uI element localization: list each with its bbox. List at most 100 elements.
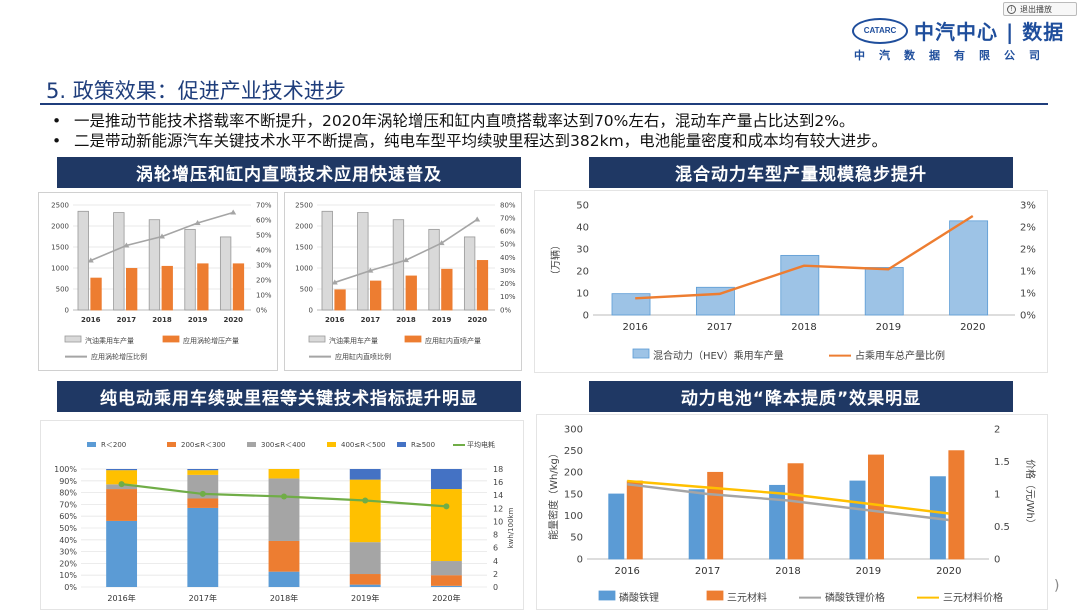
y-tick-label: 0: [65, 306, 69, 314]
y2-tick-label: 6: [493, 544, 498, 553]
bar-混合动力（HEV）乘用车产量: [864, 267, 904, 316]
company-logo: CATARC 中汽中心 | 数据 中汽数据有限公司: [852, 14, 1065, 62]
x-tick-label: 2020年: [432, 593, 460, 603]
y-tick-label: 20: [576, 266, 589, 277]
stacked-bar-200≤R＜300: [187, 498, 219, 508]
y-tick-label: 50: [576, 200, 589, 211]
y-tick-label: 0: [577, 554, 583, 565]
bar-应用缸内直喷产量: [441, 268, 453, 311]
stacked-bar-R＜200: [268, 571, 300, 587]
y2-tick-label: 40%: [500, 254, 516, 262]
y2-axis-label: 价格（元/Wh）: [1024, 459, 1037, 529]
stacked-bar-400≤R＜500: [106, 470, 138, 485]
legend-label: 磷酸铁锂: [619, 591, 659, 604]
stacked-bar-R＜200: [430, 585, 462, 587]
line-point: [194, 220, 201, 225]
legend-label: 磷酸铁锂价格: [825, 591, 885, 604]
x-tick-label: 2020: [467, 316, 487, 324]
hybrid-chart-box: 0 10 20 30 40 50 0% 1% 1% 2% 2% 3% 2016 2017 2018 2019 2…: [534, 190, 1048, 373]
legend-label: 应用涡轮增压产量: [183, 336, 239, 345]
y-tick-label: 20%: [59, 559, 77, 568]
bar-应用涡轮增压产量: [90, 277, 102, 311]
y2-tick-label: 12: [493, 504, 503, 513]
legend-label: R＜200: [101, 441, 126, 449]
legend-label: 300≤R＜400: [261, 441, 305, 449]
x-tick-label: 2019年: [351, 593, 379, 603]
y-tick-label: 0: [583, 310, 589, 321]
bullet-item: 一是推动节能技术搭载率不断提升，2020年涡轮增压和缸内直喷搭载率达到70%左右…: [52, 111, 887, 131]
stacked-bar-400≤R＜500: [268, 469, 300, 479]
stacked-bar-R≥500: [106, 469, 138, 471]
y-tick-label: 250: [564, 446, 583, 457]
y-tick-label: 1000: [295, 264, 313, 272]
stacked-bar-R＜200: [187, 507, 219, 587]
bar-三元材料: [948, 450, 965, 560]
y2-tick-label: 70%: [256, 201, 272, 209]
title-divider: [40, 103, 1048, 105]
info-icon: !: [1007, 4, 1016, 14]
bar-三元材料: [626, 480, 643, 560]
series-line-磷酸铁锂价格: [627, 483, 949, 522]
y-tick-label: 100%: [54, 465, 77, 474]
x-tick-label: 2016: [81, 316, 101, 324]
legend-swatch: [404, 335, 422, 343]
y-tick-label: 30: [576, 244, 589, 255]
line-point: [438, 240, 445, 246]
x-tick-label: 2017年: [189, 593, 217, 603]
legend-swatch: [247, 442, 256, 447]
bar-汽油乘用车产量: [392, 219, 405, 311]
logo-main-text: 中汽中心 | 数据: [914, 20, 1065, 44]
y2-tick-label: 1%: [1020, 266, 1036, 277]
bar-磷酸铁锂: [769, 484, 786, 560]
y-tick-label: 300: [564, 424, 583, 435]
line-point: [331, 279, 338, 285]
battery-chart-box: 0 50 100 150 200 250 300 0 0.5 1 1.5 2 2016 2017 2018 2…: [536, 414, 1048, 610]
line-point: [199, 490, 206, 497]
legend-swatch: [87, 442, 96, 447]
legend-label: 应用缸内直喷比例: [335, 352, 391, 361]
bar-混合动力（HEV）乘用车产量: [780, 254, 820, 316]
stacked-bar-300≤R＜400: [268, 478, 300, 541]
battery-chart: 0 50 100 150 200 250 300 0 0.5 1 1.5 2 2016 2017 2018 2…: [547, 424, 1037, 604]
y-tick-label: 0%: [64, 583, 77, 592]
y2-tick-label: 2: [994, 424, 1000, 435]
gdi-chart-box: 0 500 1000 1500 2000 2500 0% 10% 20% 30% 40% 50% 60%…: [284, 192, 522, 371]
y-tick-label: 10%: [59, 571, 77, 580]
bar-汽油乘用车产量: [321, 210, 333, 311]
stacked-bar-400≤R＜500: [349, 479, 381, 543]
decorative-bracket: ): [1054, 578, 1060, 594]
y2-tick-label: 10%: [256, 291, 272, 299]
x-tick-label: 2019: [432, 316, 452, 324]
exit-playback-button[interactable]: ! 退出播放: [1003, 2, 1077, 16]
y-tick-label: 40: [576, 222, 589, 233]
y2-tick-label: 2%: [1020, 222, 1036, 233]
bar-应用缸内直喷产量: [476, 260, 489, 311]
y2-tick-label: 3%: [1020, 200, 1036, 211]
bev-chart-box: 0% 10% 20% 30% 40% 50% 60% 70% 80% 90% 100% 0 2 4 6 8 10…: [40, 420, 524, 610]
legend-label: 应用缸内直喷产量: [425, 336, 481, 345]
bar-磷酸铁锂: [688, 489, 705, 560]
y2-tick-label: 1%: [1020, 288, 1036, 299]
bar-三元材料: [787, 463, 804, 560]
y2-tick-label: 8: [493, 531, 498, 540]
legend-label: 三元材料: [727, 591, 767, 604]
legend-swatch: [308, 335, 326, 343]
bar-汽油乘用车产量: [428, 228, 440, 311]
y2-tick-label: 18: [493, 465, 503, 474]
bar-汽油乘用车产量: [184, 228, 196, 311]
x-tick-label: 2018: [396, 316, 416, 324]
x-tick-label: 2016: [325, 316, 345, 324]
y-tick-label: 40%: [59, 536, 77, 545]
y2-tick-label: 60%: [500, 228, 516, 236]
section-header-turbo: 涡轮增压和缸内直喷技术应用快速普及: [57, 157, 521, 188]
legend-swatch: [162, 335, 180, 343]
line-point: [443, 503, 450, 510]
stacked-bar-R≥500: [349, 469, 381, 480]
bev-chart: 0% 10% 20% 30% 40% 50% 60% 70% 80% 90% 100% 0 2 4 6 8 10…: [54, 440, 515, 603]
y2-tick-label: 30%: [500, 267, 516, 275]
x-tick-label: 2017: [695, 566, 720, 577]
line-point: [474, 216, 481, 222]
x-tick-label: 2018: [791, 322, 816, 333]
bar-混合动力（HEV）乘用车产量: [949, 220, 989, 316]
y2-tick-label: 0: [994, 554, 1000, 565]
